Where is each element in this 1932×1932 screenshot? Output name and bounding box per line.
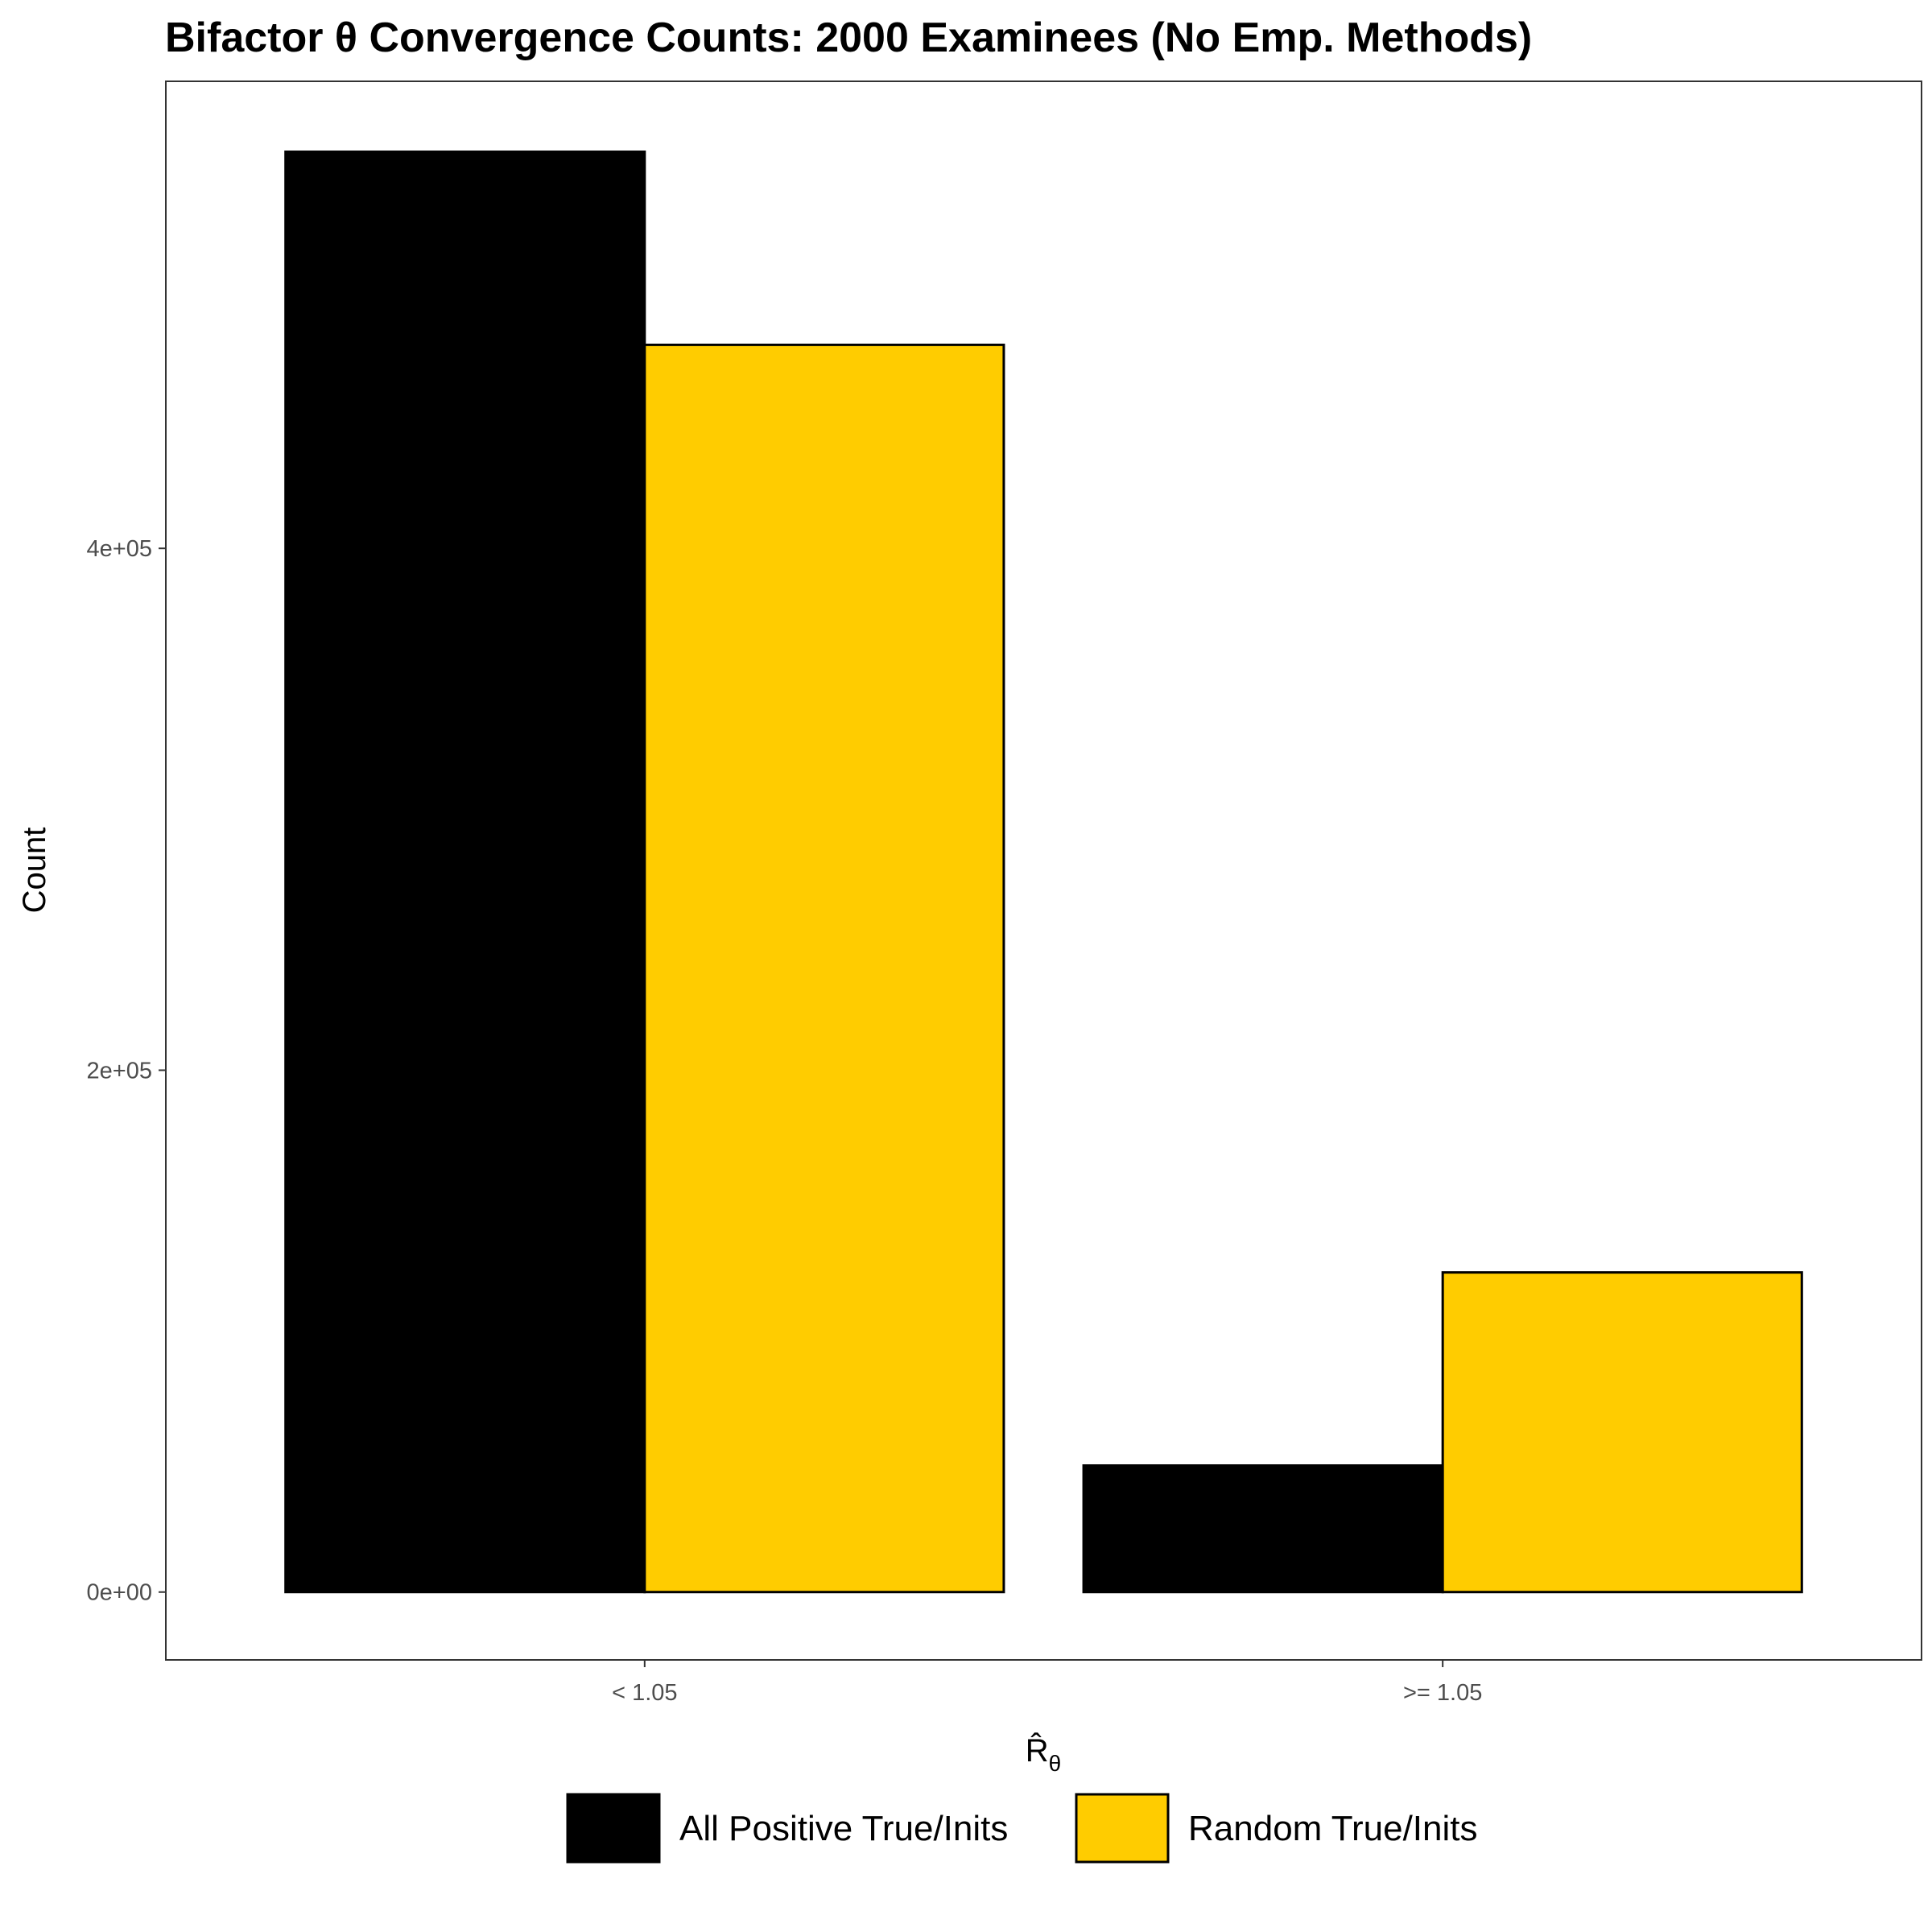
y-tick-label-2: 4e+05 <box>87 536 152 562</box>
y-tick-label-0: 0e+00 <box>87 1580 152 1606</box>
y-axis: 0e+00 2e+05 4e+05 <box>87 536 166 1606</box>
y-axis-title: Count <box>17 828 52 914</box>
legend-label-1: Random True/Inits <box>1188 1809 1478 1848</box>
x-axis-title: R̂θ <box>1026 1732 1061 1776</box>
y-tick-label-1: 2e+05 <box>87 1058 152 1084</box>
chart-title: Bifactor θ Convergence Counts: 2000 Exam… <box>165 14 1532 61</box>
x-tick-label-1: >= 1.05 <box>1403 1680 1482 1706</box>
bars-group <box>284 151 1803 1594</box>
x-axis-title-subscript: θ <box>1049 1751 1062 1776</box>
bar-1-0 <box>643 343 1005 1594</box>
legend-key-1 <box>1075 1793 1170 1864</box>
legend: All Positive True/Inits Random True/Inits <box>566 1793 1478 1864</box>
x-axis: < 1.05 >= 1.05 <box>612 1660 1482 1706</box>
bar-0-1 <box>1082 1464 1444 1594</box>
legend-key-0 <box>566 1793 661 1864</box>
legend-label-0: All Positive True/Inits <box>679 1809 1008 1848</box>
bar-1-1 <box>1441 1271 1803 1594</box>
bar-0-0 <box>284 151 646 1594</box>
x-axis-title-main: R̂ <box>1026 1732 1049 1769</box>
x-tick-label-0: < 1.05 <box>612 1680 677 1706</box>
